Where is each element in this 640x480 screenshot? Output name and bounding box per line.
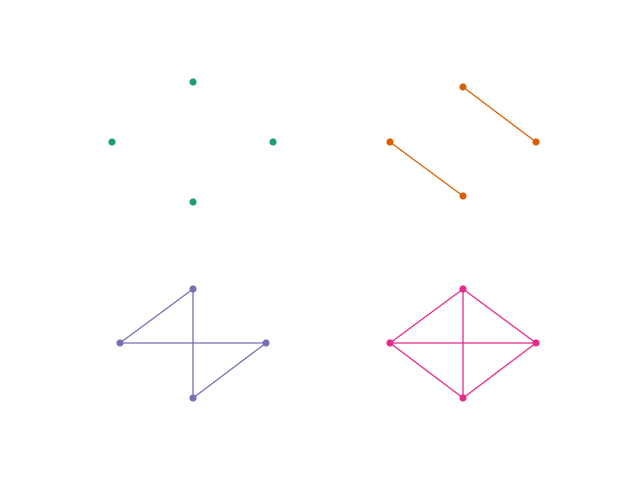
graph-2-node-right [532,138,540,146]
graph-2-node-top [459,83,467,91]
graph-3 [116,285,270,402]
graph-4-edge-top-right [462,288,537,344]
graph-1-node-top [189,78,197,86]
graph-4-node-top [459,285,467,293]
graph-2 [386,83,540,200]
graph-3-node-bottom [189,394,197,402]
graph-3-edge-top-left [119,288,194,344]
graph-1-node-bottom [189,198,197,206]
graph-3-node-top [189,285,197,293]
graph-2-node-left [386,138,394,146]
graph-4-edge-top-left [389,288,464,344]
graph-3-node-left [116,339,124,347]
graph-2-edge-top-right [462,86,537,143]
graph-3-node-right [262,339,270,347]
graph-1 [108,78,277,206]
graph-2-node-bottom [459,192,467,200]
graph-4 [386,285,540,402]
graph-2-edge-left-bottom [389,141,464,197]
graph-1-node-left [108,138,116,146]
graph-3-edge-right-bottom [192,342,267,399]
graph-4-edge-right-bottom [462,342,537,399]
graph-4-edge-left-bottom [389,342,464,399]
graph-1-node-right [269,138,277,146]
graph-4-node-left [386,339,394,347]
graph-4-node-right [532,339,540,347]
graph-4-node-bottom [459,394,467,402]
